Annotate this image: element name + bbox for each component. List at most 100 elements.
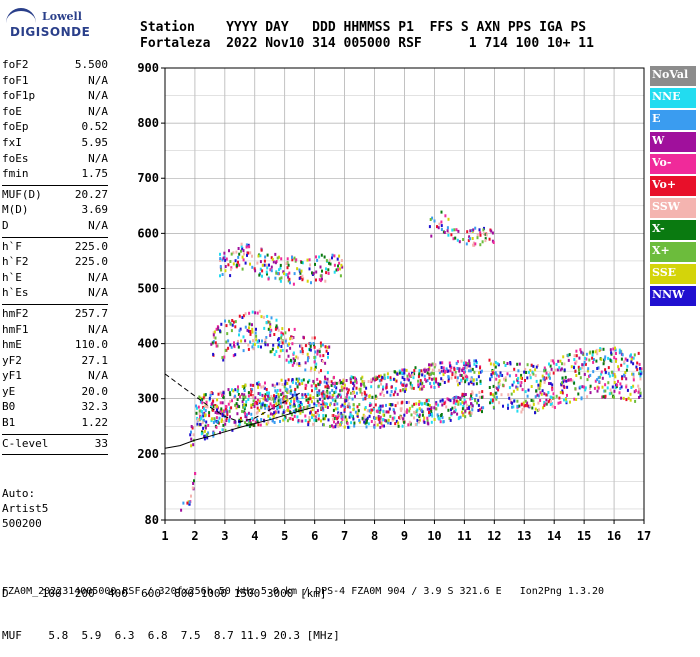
echo-point [272,260,275,264]
echo-point [261,339,263,343]
echo-point [449,399,452,403]
echo-point [389,421,392,425]
echo-point [331,396,334,400]
echo-point [351,392,354,395]
echo-point [244,325,247,329]
echo-point [466,230,469,234]
param-name: C-level [2,436,49,450]
echo-point [274,276,277,280]
echo-point [540,392,543,396]
echo-point [366,409,369,413]
echo-point [537,401,540,405]
echo-point [244,312,247,316]
echo-point [331,253,334,257]
echo-point [230,266,233,270]
echo-point [301,274,304,278]
file-info-line: FZA0M_2022314005000.RSF / 320fx256h 50 k… [2,586,605,597]
echo-point [601,376,604,380]
echo-point [341,265,344,269]
echo-point [318,389,321,393]
echo-point [255,338,258,342]
echo-point [277,410,280,414]
echo-point [315,386,318,390]
legend-entry-e: E [650,110,696,130]
echo-point [453,396,456,399]
echo-point [242,314,245,318]
echo-point [380,419,383,423]
echo-point [343,405,346,409]
echo-point [479,231,482,235]
trace-high-f2-band [488,346,643,415]
echo-point [519,376,522,380]
distance-muf-table: D 100 200 400 600 800 1000 1500 3000 [km… [2,559,340,657]
echo-point [189,433,192,437]
echo-point [619,387,622,390]
param-name: hmF1 [2,322,29,336]
echo-point [249,340,252,344]
echo-point [596,389,599,393]
echo-point [270,394,273,398]
echo-point [368,404,371,407]
echo-point [326,371,329,375]
echo-point [418,369,421,373]
echo-point [543,403,546,407]
echo-point [544,368,547,372]
echo-point [613,373,616,377]
echo-point [604,389,607,393]
echo-point [254,420,257,424]
echo-point [408,409,411,413]
echo-point [312,342,315,345]
echo-point [220,268,223,272]
echo-point [462,376,465,380]
echo-point [552,396,555,400]
echo-point [520,410,523,414]
echo-point [212,335,215,339]
echo-point [588,358,591,362]
echo-point [268,263,270,267]
echo-point [319,380,321,384]
echo-point [192,443,195,447]
echo-point [229,260,232,263]
echo-point [251,345,254,349]
echo-point [320,253,323,257]
auto-program: Artist5 [2,502,49,515]
echo-point [421,373,424,377]
echo-point [462,413,465,417]
echo-point [586,378,589,382]
echo-point [479,370,482,374]
echo-point [472,378,475,382]
echo-point [464,361,467,365]
echo-point [339,393,342,397]
echo-point [208,414,211,418]
echo-point [413,410,416,414]
echo-point [247,343,250,347]
echo-point [471,367,474,371]
echo-point [429,382,432,385]
echo-point [449,418,452,422]
echo-point [513,367,516,371]
echo-point [260,385,263,389]
echo-point [420,387,423,391]
y-tick-label: 500 [137,281,159,295]
param-name: M(D) [2,203,29,217]
echo-point [508,386,511,390]
x-tick-label: 11 [457,529,471,543]
echo-point [361,379,364,383]
echo-point [441,416,444,420]
echo-point [286,419,289,423]
echo-point [456,379,459,383]
echo-point [441,403,444,407]
echo-point [522,401,525,405]
echo-point [447,369,450,373]
echo-point [401,400,404,404]
echo-point [325,271,328,275]
legend-entry-ssw: SSW [650,198,696,218]
echo-point [405,368,408,372]
echo-point [475,359,477,363]
echo-point [575,360,578,364]
echo-point [616,383,619,387]
echo-point [516,409,519,413]
echo-point [331,256,333,260]
echo-point [274,410,277,414]
echo-point [312,379,315,383]
